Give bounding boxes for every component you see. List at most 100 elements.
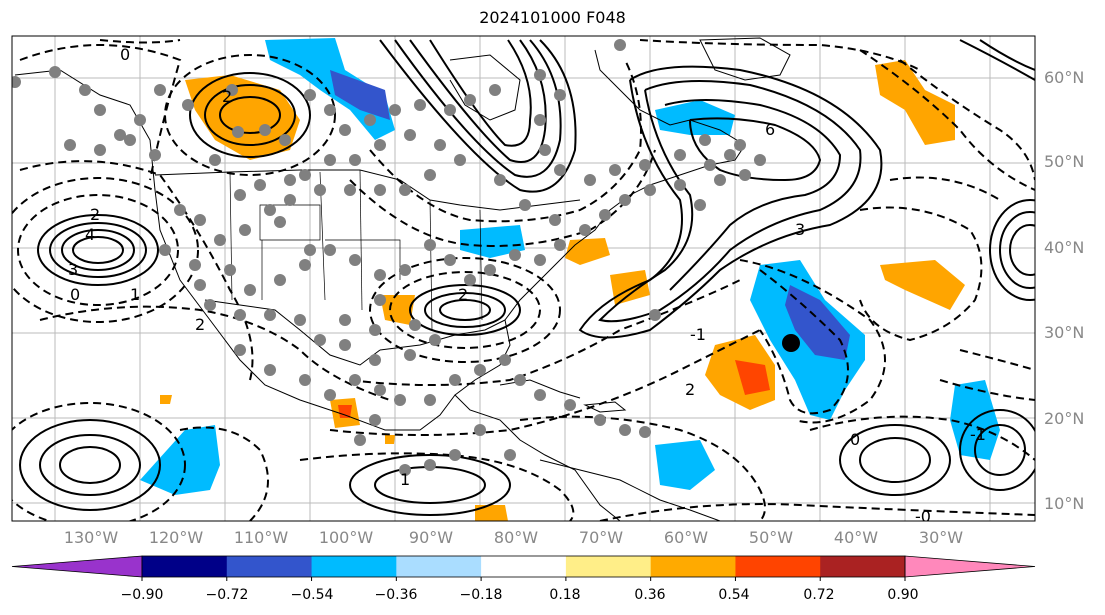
negative-anomaly-region bbox=[265, 38, 395, 140]
station-marker bbox=[234, 189, 246, 201]
contour-line bbox=[599, 503, 1035, 521]
station-marker bbox=[424, 459, 436, 471]
station-marker bbox=[349, 374, 361, 386]
colorbar-extend-high bbox=[904, 555, 1036, 578]
station-marker bbox=[234, 344, 246, 356]
contour-line bbox=[369, 59, 642, 223]
colorbar-tick-label: 0.72 bbox=[803, 587, 835, 603]
contour-line bbox=[889, 176, 1001, 201]
colorbar-tick-label: 0.54 bbox=[718, 587, 750, 603]
contour-line bbox=[369, 257, 561, 363]
positive-anomaly-region bbox=[475, 505, 508, 521]
station-marker bbox=[49, 66, 61, 78]
station-marker bbox=[274, 216, 286, 228]
contour-line bbox=[959, 39, 1035, 81]
station-marker bbox=[304, 244, 316, 256]
figure-title: 2024101000 F048 bbox=[479, 8, 626, 27]
positive-anomaly-region bbox=[735, 360, 770, 395]
station-marker bbox=[354, 434, 366, 446]
station-marker bbox=[226, 84, 238, 96]
lat-label: 30°N bbox=[1044, 323, 1085, 342]
station-marker bbox=[374, 294, 386, 306]
station-marker bbox=[304, 89, 316, 101]
lat-label: 20°N bbox=[1044, 409, 1085, 428]
contour-line bbox=[59, 446, 121, 484]
station-marker bbox=[464, 94, 476, 106]
lat-label: 60°N bbox=[1044, 68, 1085, 87]
map-frame bbox=[11, 35, 1036, 522]
station-marker bbox=[534, 389, 546, 401]
contour-line bbox=[99, 39, 181, 44]
station-marker bbox=[349, 254, 361, 266]
station-marker bbox=[374, 184, 386, 196]
positive-anomaly-region bbox=[338, 405, 352, 418]
station-marker bbox=[12, 76, 21, 88]
colorbar-segment bbox=[735, 556, 821, 577]
colorbar-tick-label: −0.36 bbox=[374, 587, 418, 603]
state-boundaries bbox=[229, 169, 483, 331]
contour-label: 6 bbox=[765, 120, 775, 139]
colorbar-segment bbox=[142, 556, 228, 577]
station-marker bbox=[399, 264, 411, 276]
map-plot-area: 2 0 4 3 1 2 0 -1 6 3 2 2 0 -1 1 -0 2 bbox=[12, 36, 1035, 521]
positive-anomaly-region bbox=[385, 435, 395, 444]
station-marker bbox=[182, 99, 194, 111]
contour-label: 1 bbox=[130, 285, 140, 304]
station-marker bbox=[409, 319, 421, 331]
negative-anomaly-region bbox=[655, 100, 735, 135]
graticule bbox=[12, 36, 1035, 521]
colorbar-extend-low bbox=[11, 555, 143, 578]
contour-label: 3 bbox=[795, 220, 805, 239]
lon-label: 60°W bbox=[663, 528, 709, 547]
station-marker bbox=[499, 354, 511, 366]
contour-label: 2 bbox=[458, 285, 468, 304]
station-marker bbox=[534, 69, 546, 81]
station-marker bbox=[274, 274, 286, 286]
station-marker bbox=[444, 254, 456, 266]
contour-line bbox=[329, 329, 761, 436]
contour-line bbox=[39, 434, 141, 496]
station-marker bbox=[449, 374, 461, 386]
station-marker bbox=[159, 244, 171, 256]
contour-line bbox=[689, 117, 822, 182]
contour-line bbox=[349, 454, 511, 516]
station-marker bbox=[364, 114, 376, 126]
station-marker bbox=[619, 194, 631, 206]
contour-line bbox=[409, 39, 547, 163]
station-marker bbox=[599, 209, 611, 221]
contour-line bbox=[39, 305, 391, 401]
station-marker bbox=[509, 249, 521, 261]
station-marker bbox=[294, 314, 306, 326]
positive-anomaly-region bbox=[610, 270, 650, 305]
station-marker bbox=[534, 114, 546, 126]
station-marker bbox=[204, 299, 216, 311]
contour-line bbox=[739, 259, 886, 424]
station-marker bbox=[639, 159, 651, 171]
station-marker bbox=[564, 399, 576, 411]
station-marker bbox=[194, 279, 206, 291]
station-marker bbox=[644, 184, 656, 196]
station-marker bbox=[704, 159, 716, 171]
station-marker bbox=[259, 124, 271, 136]
station-marker bbox=[449, 449, 461, 461]
contour-line bbox=[189, 72, 311, 158]
colorbar-segment bbox=[481, 556, 567, 577]
station-marker bbox=[739, 169, 751, 181]
station-marker bbox=[514, 374, 526, 386]
station-marker bbox=[554, 239, 566, 251]
station-marker bbox=[374, 139, 386, 151]
station-marker bbox=[619, 424, 631, 436]
positive-anomaly-region bbox=[160, 395, 172, 404]
us-mexico-border bbox=[204, 299, 381, 366]
station-marker bbox=[464, 274, 476, 286]
contour-label: 1 bbox=[400, 470, 410, 489]
contour-label: 0 bbox=[850, 430, 860, 449]
lon-label: 120°W bbox=[148, 528, 204, 547]
contour-line bbox=[578, 65, 883, 339]
station-marker bbox=[114, 129, 126, 141]
lon-label: 30°W bbox=[918, 528, 964, 547]
station-marker bbox=[339, 339, 351, 351]
station-marker bbox=[414, 99, 426, 111]
station-marker bbox=[94, 144, 106, 156]
station-marker bbox=[424, 239, 436, 251]
